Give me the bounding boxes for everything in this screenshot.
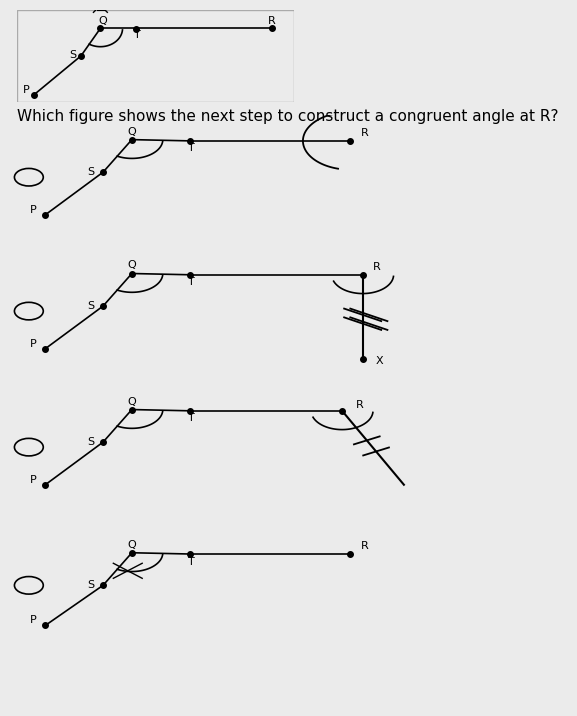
Text: T: T	[188, 556, 195, 566]
Text: Q: Q	[128, 127, 136, 137]
Text: S: S	[87, 168, 94, 177]
Text: Q: Q	[128, 397, 136, 407]
Text: S: S	[70, 49, 77, 59]
Text: Q: Q	[99, 16, 107, 26]
Text: R: R	[361, 128, 369, 138]
Text: P: P	[29, 205, 36, 215]
Text: R: R	[268, 16, 276, 26]
Text: R: R	[355, 400, 364, 410]
Text: R: R	[361, 541, 369, 551]
Text: R: R	[373, 262, 381, 272]
Text: S: S	[87, 437, 94, 447]
Text: Q: Q	[128, 261, 136, 271]
Text: T: T	[134, 30, 141, 40]
Text: X: X	[376, 357, 383, 366]
Text: P: P	[23, 85, 29, 95]
Text: S: S	[87, 581, 94, 590]
Text: S: S	[87, 301, 94, 311]
Text: T: T	[188, 277, 195, 287]
Bar	[17, 10, 294, 102]
Text: P: P	[29, 339, 36, 349]
Text: P: P	[29, 475, 36, 485]
Text: Q: Q	[128, 540, 136, 550]
Text: T: T	[188, 143, 195, 153]
Text: T: T	[188, 413, 195, 423]
Text: Which figure shows the next step to construct a congruent angle at R?: Which figure shows the next step to cons…	[17, 109, 559, 124]
Text: P: P	[29, 616, 36, 625]
